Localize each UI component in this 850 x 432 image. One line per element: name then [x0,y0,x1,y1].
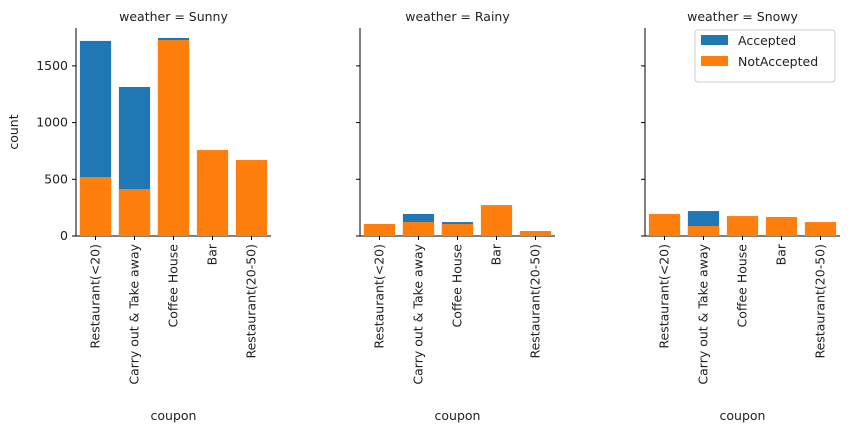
legend-label: Accepted [738,33,796,48]
x-tick-label: Restaurant(20-50) [528,244,543,359]
panel-title: weather = Rainy [405,9,510,24]
y-tick-label: 500 [44,171,68,186]
bar [441,223,474,236]
x-axis-label: coupon [720,408,766,423]
panel-title: weather = Sunny [119,9,228,24]
y-axis-label: count [6,114,21,149]
x-tick-label: Restaurant(<20) [657,244,672,349]
bar [687,226,720,236]
bar [765,216,798,236]
legend-swatch [701,35,728,45]
x-tick-label: Bar [774,243,789,265]
x-tick-label: Restaurant(<20) [372,244,387,349]
bar [402,222,435,236]
x-tick-label: Bar [205,243,220,265]
x-tick-label: Carry out & Take away [411,243,426,384]
x-tick-label: Restaurant(20-50) [244,244,259,359]
bar [118,189,151,236]
x-tick-label: Bar [489,243,504,265]
legend: Accepted NotAccepted [694,29,836,83]
x-tick-label: Coffee House [166,244,181,328]
x-tick-label: Coffee House [735,244,750,328]
bar [79,177,112,236]
x-tick-label: Restaurant(<20) [88,244,103,349]
y-tick-label: 1500 [36,58,68,73]
bar [363,223,396,236]
bar [804,222,837,236]
bar [196,150,229,236]
bar [235,160,268,236]
bar [480,205,513,236]
x-axis-label: coupon [435,408,481,423]
x-tick-label: Carry out & Take away [696,243,711,384]
bar [519,231,552,236]
legend-frame [694,29,836,83]
y-tick-label: 1000 [36,115,68,130]
bar [726,216,759,236]
bar [648,213,681,236]
x-axis-label: coupon [151,408,197,423]
legend-swatch [701,56,728,66]
legend-label: NotAccepted [738,54,818,69]
x-tick-label: Carry out & Take away [127,243,142,384]
x-tick-label: Restaurant(20-50) [813,244,828,359]
panel-title: weather = Snowy [687,9,798,24]
y-tick-label: 0 [60,228,68,243]
x-tick-label: Coffee House [450,244,465,328]
bar [157,40,190,237]
